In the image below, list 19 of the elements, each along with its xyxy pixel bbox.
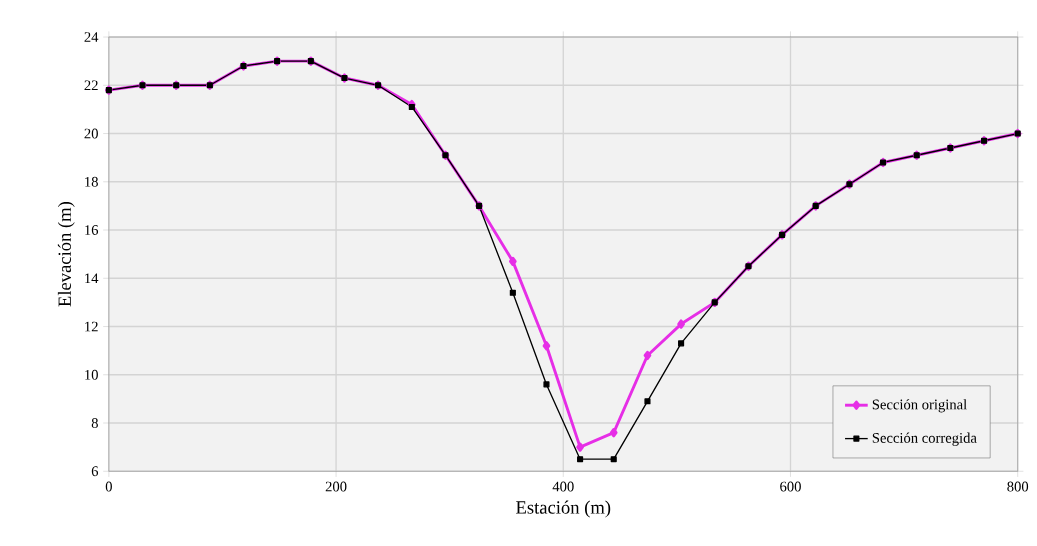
x-tick-label: 0 <box>105 481 112 492</box>
y-tick-label: 10 <box>85 369 98 380</box>
y-tick-label: 6 <box>91 466 99 477</box>
y-tick-label: 12 <box>85 321 98 332</box>
y-tick-label: 16 <box>85 225 99 235</box>
x-tick-label: 800 <box>1007 481 1029 492</box>
legend-label: Sección corregida <box>872 432 977 446</box>
y-tick-label: 14 <box>85 273 99 284</box>
y-tick-label: 8 <box>91 418 98 428</box>
x-tick-label: 200 <box>325 481 347 492</box>
x-tick-label: 600 <box>780 481 801 492</box>
x-tick-label: 400 <box>552 481 574 492</box>
y-axis-title: Elevación (m) <box>57 202 75 307</box>
y-tick-label: 24 <box>84 32 99 42</box>
legend-label: Sección original <box>872 399 967 413</box>
y-tick-label: 20 <box>84 128 98 139</box>
y-tick-label: 22 <box>84 80 98 91</box>
x-axis-title: Estación (m) <box>516 500 611 518</box>
y-tick-label: 18 <box>85 176 98 187</box>
